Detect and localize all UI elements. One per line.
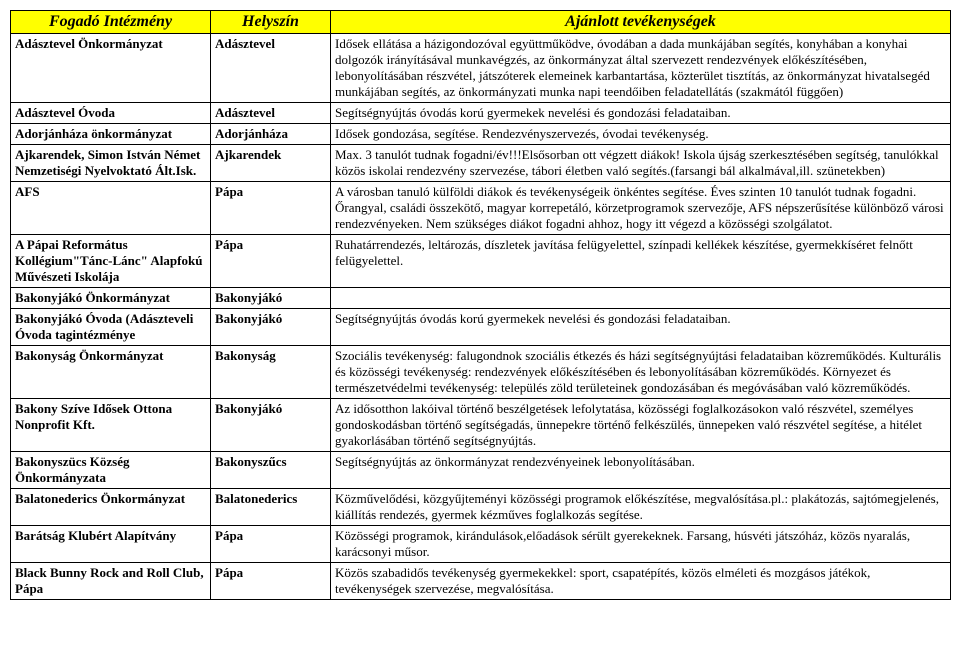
cell-institution: Bakonyjákó Önkormányzat	[11, 288, 211, 309]
cell-activities: Közművelődési, közgyűjteményi közösségi …	[331, 489, 951, 526]
cell-institution: Adásztevel Óvoda	[11, 103, 211, 124]
cell-location: Adásztevel	[211, 34, 331, 103]
cell-institution: AFS	[11, 182, 211, 235]
cell-location: Pápa	[211, 235, 331, 288]
cell-institution: Bakony Szíve Idősek Ottona Nonprofit Kft…	[11, 399, 211, 452]
table-row: Ajkarendek, Simon István Német Nemzetisé…	[11, 145, 951, 182]
table-row: Adorjánháza önkormányzatAdorjánházaIdőse…	[11, 124, 951, 145]
cell-institution: Bakonyság Önkormányzat	[11, 346, 211, 399]
table-row: Adásztevel ÖnkormányzatAdásztevelIdősek …	[11, 34, 951, 103]
cell-activities: Az idősotthon lakóival történő beszélget…	[331, 399, 951, 452]
header-row: Fogadó Intézmény Helyszín Ajánlott tevék…	[11, 11, 951, 34]
table-row: Bakony Szíve Idősek Ottona Nonprofit Kft…	[11, 399, 951, 452]
cell-institution: Bakonyjákó Óvoda (Adászteveli Óvoda tagi…	[11, 309, 211, 346]
cell-institution: Balatonederics Önkormányzat	[11, 489, 211, 526]
table-row: Bakonyszücs Község ÖnkormányzataBakonysz…	[11, 452, 951, 489]
cell-activities: Közös szabadidős tevékenység gyermekekke…	[331, 563, 951, 600]
cell-location: Bakonyjákó	[211, 399, 331, 452]
header-location: Helyszín	[211, 11, 331, 34]
cell-activities: Közösségi programok, kirándulások,előadá…	[331, 526, 951, 563]
cell-location: Bakonyjákó	[211, 309, 331, 346]
table-row: Bakonyjákó ÖnkormányzatBakonyjákó	[11, 288, 951, 309]
cell-location: Balatonederics	[211, 489, 331, 526]
cell-location: Pápa	[211, 526, 331, 563]
cell-activities: Segítségnyújtás az önkormányzat rendezvé…	[331, 452, 951, 489]
cell-institution: Barátság Klubért Alapítvány	[11, 526, 211, 563]
table-row: Barátság Klubért AlapítványPápaKözösségi…	[11, 526, 951, 563]
table-row: A Pápai Református Kollégium"Tánc-Lánc" …	[11, 235, 951, 288]
cell-activities: Max. 3 tanulót tudnak fogadni/év!!!Elsős…	[331, 145, 951, 182]
cell-activities: Segítségnyújtás óvodás korú gyermekek ne…	[331, 309, 951, 346]
cell-activities: Segítségnyújtás óvodás korú gyermekek ne…	[331, 103, 951, 124]
cell-activities: Idősek ellátása a házigondozóval együttm…	[331, 34, 951, 103]
cell-location: Bakonyszűcs	[211, 452, 331, 489]
cell-location: Pápa	[211, 563, 331, 600]
cell-institution: Ajkarendek, Simon István Német Nemzetisé…	[11, 145, 211, 182]
cell-activities: Szociális tevékenység: falugondnok szoci…	[331, 346, 951, 399]
cell-institution: Black Bunny Rock and Roll Club, Pápa	[11, 563, 211, 600]
cell-institution: Bakonyszücs Község Önkormányzata	[11, 452, 211, 489]
cell-location: Pápa	[211, 182, 331, 235]
table-row: Bakonyjákó Óvoda (Adászteveli Óvoda tagi…	[11, 309, 951, 346]
cell-institution: A Pápai Református Kollégium"Tánc-Lánc" …	[11, 235, 211, 288]
cell-location: Adásztevel	[211, 103, 331, 124]
table-row: Bakonyság ÖnkormányzatBakonyságSzociális…	[11, 346, 951, 399]
activities-table: Fogadó Intézmény Helyszín Ajánlott tevék…	[10, 10, 951, 600]
cell-activities	[331, 288, 951, 309]
header-activities: Ajánlott tevékenységek	[331, 11, 951, 34]
cell-institution: Adásztevel Önkormányzat	[11, 34, 211, 103]
cell-activities: Idősek gondozása, segítése. Rendezvénysz…	[331, 124, 951, 145]
cell-activities: A városban tanuló külföldi diákok és tev…	[331, 182, 951, 235]
table-row: Balatonederics ÖnkormányzatBalatonederic…	[11, 489, 951, 526]
table-row: Black Bunny Rock and Roll Club, PápaPápa…	[11, 563, 951, 600]
cell-activities: Ruhatárrendezés, leltározás, díszletek j…	[331, 235, 951, 288]
cell-location: Ajkarendek	[211, 145, 331, 182]
table-row: Adásztevel ÓvodaAdásztevelSegítségnyújtá…	[11, 103, 951, 124]
cell-location: Adorjánháza	[211, 124, 331, 145]
cell-location: Bakonyság	[211, 346, 331, 399]
cell-institution: Adorjánháza önkormányzat	[11, 124, 211, 145]
cell-location: Bakonyjákó	[211, 288, 331, 309]
table-row: AFSPápaA városban tanuló külföldi diákok…	[11, 182, 951, 235]
header-institution: Fogadó Intézmény	[11, 11, 211, 34]
